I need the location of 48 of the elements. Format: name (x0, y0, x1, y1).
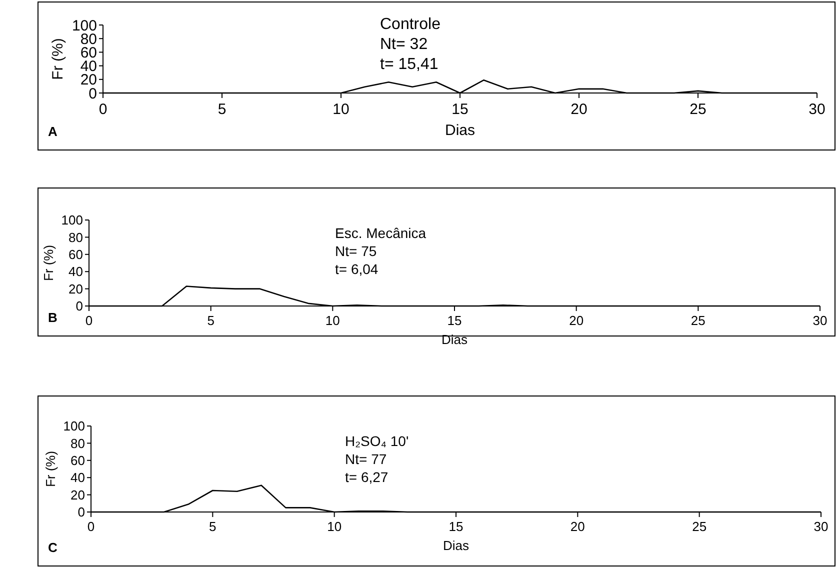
x-tick-label: 15 (447, 313, 462, 328)
y-tick-label: 0 (78, 504, 85, 520)
y-tick-label: 100 (61, 212, 83, 228)
y-tick-label: 40 (68, 264, 83, 280)
x-tick-label: 10 (325, 313, 340, 328)
y-tick-label: 60 (68, 246, 83, 262)
x-tick-label: 15 (448, 519, 464, 534)
annotation: Nt= 77 (345, 451, 387, 467)
x-tick-label: 20 (569, 313, 584, 328)
y-tick-label: 20 (68, 281, 83, 296)
y-tick-label: 0 (76, 298, 83, 314)
annotation: t= 6,04 (335, 261, 378, 277)
x-tick-label: 10 (327, 519, 342, 534)
text: B (48, 310, 58, 325)
x-axis-title: Dias (442, 538, 470, 553)
y-tick-label: 20 (70, 487, 85, 502)
y-tick-label: 80 (70, 436, 85, 451)
annotation: Nt= 32 (380, 36, 428, 53)
annotation: Esc. Mecânica (335, 225, 426, 241)
x-tick-label: 5 (218, 101, 226, 118)
x-tick-label: 10 (332, 101, 350, 118)
x-tick-label: 25 (692, 519, 707, 534)
x-tick-label: 25 (690, 313, 706, 328)
x-tick-label: 30 (808, 101, 826, 118)
x-axis-title: Dias (444, 122, 476, 139)
x-tick-label: 5 (209, 519, 216, 534)
y-axis-title: Fr (%) (41, 244, 56, 282)
x-tick-label: 15 (452, 101, 468, 118)
text: A (48, 124, 58, 139)
annotation: t= 6,27 (345, 469, 388, 485)
annotation: t= 15,41 (380, 56, 438, 73)
y-tick-label: 80 (68, 230, 83, 245)
x-tick-label: 30 (812, 313, 828, 328)
y-tick-label: 60 (70, 452, 85, 468)
y-tick-label: 100 (63, 418, 85, 434)
y-tick-label: 40 (70, 470, 85, 486)
x-tick-label: 0 (98, 101, 108, 118)
x-tick-label: 5 (207, 313, 214, 328)
text: C (48, 540, 58, 555)
annotation: Controle (380, 16, 441, 33)
x-tick-label: 25 (690, 101, 706, 118)
annotation: Nt= 75 (335, 243, 377, 259)
annotation: H₂SO₄ 10' (345, 433, 409, 449)
x-tick-label: 30 (814, 519, 828, 534)
x-tick-label: 20 (570, 101, 588, 118)
x-tick-label: 20 (570, 519, 585, 534)
y-axis-title: Fr (%) (43, 450, 58, 488)
y-axis-title: Fr (%) (50, 38, 66, 80)
